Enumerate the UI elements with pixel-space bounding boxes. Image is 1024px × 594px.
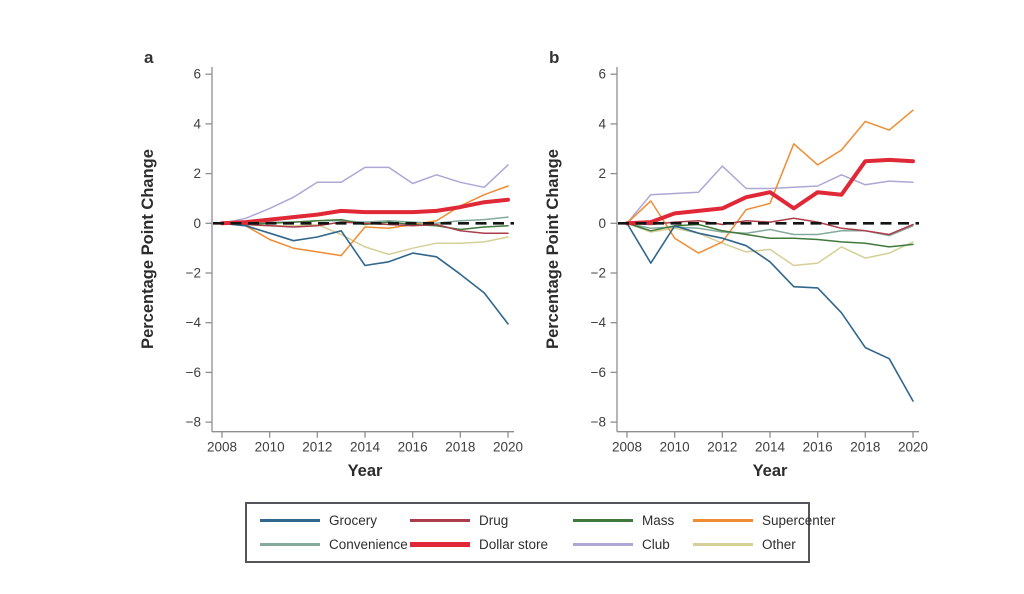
x-tick-label: 2018 <box>850 440 880 455</box>
legend-label: Mass <box>642 513 675 528</box>
series-line-dollar-store <box>220 197 510 226</box>
series-line-dollar-store <box>625 157 915 226</box>
legend-item-drug: Drug <box>410 513 573 528</box>
legend-label: Club <box>642 537 670 552</box>
legend-item-mass: Mass <box>573 513 693 528</box>
legend-label: Drug <box>479 513 509 528</box>
series-line-supercenter <box>626 109 914 254</box>
y-axis-title: Percentage Point Change <box>139 149 157 349</box>
x-tick-label: 2014 <box>350 440 381 455</box>
legend-swatch-convenience-line <box>260 543 320 546</box>
chart-legend: Grocery Drug Mass Supercenter Convenience Dol… <box>245 502 836 563</box>
legend-item-supercenter: Supercenter <box>693 513 836 528</box>
legend-swatch-club-line <box>573 543 633 546</box>
x-axis-title: Year <box>753 462 788 480</box>
x-tick-label: 2010 <box>660 440 690 455</box>
panel-label-b: b <box>549 48 559 67</box>
legend-swatch-other-line <box>693 543 753 546</box>
y-tick-label: −4 <box>591 315 607 330</box>
x-tick-label: 2020 <box>898 440 928 455</box>
series-line-club <box>221 164 509 225</box>
y-tick-label: 0 <box>598 216 606 231</box>
y-tick-label: 6 <box>598 67 606 82</box>
y-tick-label: 6 <box>193 67 201 82</box>
x-tick-label: 2010 <box>255 440 285 455</box>
x-tick-label: 2018 <box>445 440 475 455</box>
y-tick-label: 4 <box>598 116 606 131</box>
legend-item-club: Club <box>573 537 693 552</box>
legend-item-grocery: Grocery <box>260 513 410 528</box>
legend-item-dollar-store: Dollar store <box>410 537 573 552</box>
legend-swatch-dollar-store-line <box>410 541 470 548</box>
panel-b-chart: 6 4 2 0 −2 −4 −6 −8 2008 2010 2012 2014 2016 2018 2020… <box>544 48 928 480</box>
legend-label: Dollar store <box>479 537 549 552</box>
legend-item-other: Other <box>693 537 808 552</box>
legend-swatch-mass-line <box>573 519 633 522</box>
series-line-drug <box>221 221 509 234</box>
legend-label: Supercenter <box>762 513 836 528</box>
y-tick-label: −6 <box>186 365 201 380</box>
x-tick-label: 2012 <box>302 440 332 455</box>
series-line-other <box>626 222 914 267</box>
legend-item-convenience: Convenience <box>260 537 410 552</box>
x-tick-label: 2012 <box>707 440 737 455</box>
x-tick-label: 2016 <box>803 440 833 455</box>
legend-swatch-drug-line <box>410 519 470 522</box>
series-line-grocery <box>221 222 509 325</box>
legend-label: Convenience <box>329 537 408 552</box>
y-tick-label: −6 <box>591 365 606 380</box>
x-tick-label: 2014 <box>755 440 786 455</box>
x-tick-label: 2008 <box>612 440 642 455</box>
legend-label: Other <box>762 537 796 552</box>
y-axis-title: Percentage Point Change <box>544 149 562 349</box>
y-tick-label: −2 <box>591 266 606 281</box>
y-tick-label: 0 <box>193 216 201 231</box>
series-line-mass <box>626 222 914 248</box>
legend-swatch-grocery-line <box>260 519 320 522</box>
panel-label-a: a <box>144 48 154 67</box>
x-tick-label: 2016 <box>398 440 428 455</box>
y-tick-label: 4 <box>193 116 201 131</box>
x-tick-label: 2008 <box>207 440 237 455</box>
series-line-club <box>626 165 914 225</box>
legend-swatch-supercenter-line <box>693 519 753 522</box>
y-tick-label: −8 <box>591 415 606 430</box>
legend-label: Grocery <box>329 513 378 528</box>
y-tick-label: −8 <box>186 415 201 430</box>
panel-a-chart: 6 4 2 0 −2 −4 −6 −8 2008 2010 2012 2014 2016 2018 2020… <box>139 48 523 480</box>
x-tick-label: 2020 <box>493 440 523 455</box>
series-line-grocery <box>626 222 914 402</box>
y-tick-label: −4 <box>186 315 202 330</box>
y-tick-label: 2 <box>193 166 201 181</box>
x-axis-title: Year <box>348 462 383 480</box>
y-tick-label: 2 <box>598 166 606 181</box>
y-tick-label: −2 <box>186 266 201 281</box>
